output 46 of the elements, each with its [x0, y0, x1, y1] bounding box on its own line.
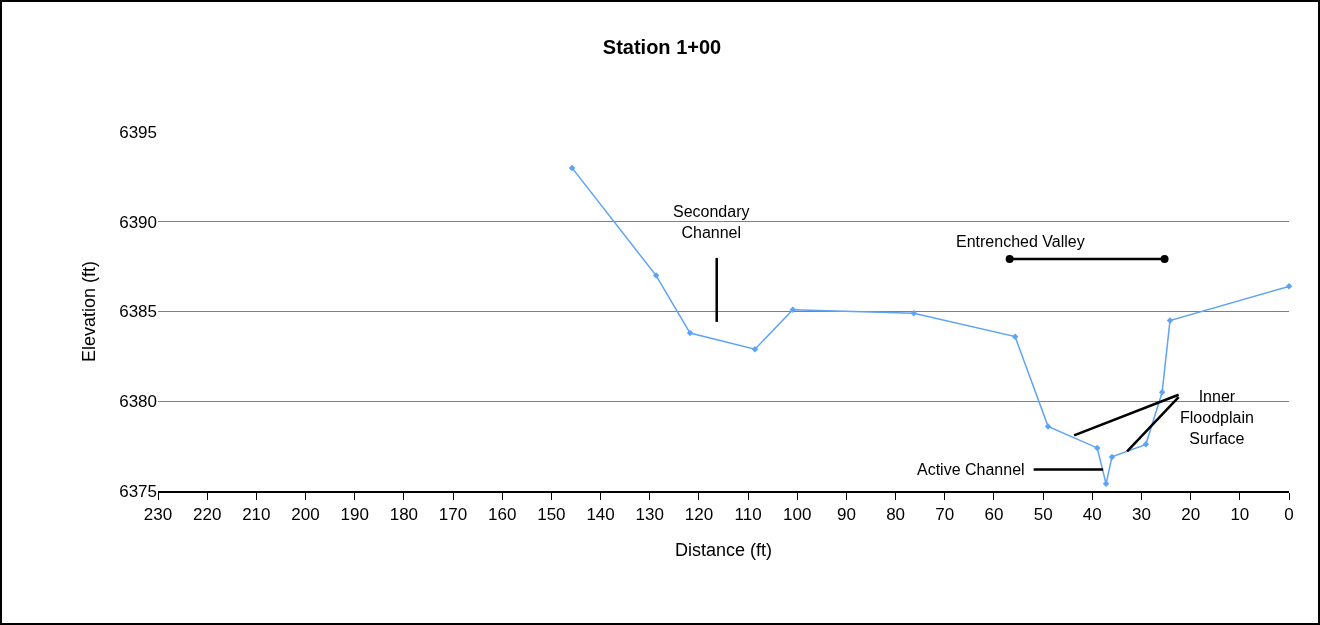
x-tick-label: 150 — [537, 504, 566, 524]
point — [1158, 389, 1166, 396]
point — [910, 310, 918, 317]
x-tick-label: 60 — [984, 504, 1004, 524]
annotation: Active Channel — [917, 461, 1025, 478]
point — [789, 306, 797, 313]
point — [1093, 444, 1101, 452]
x-tick-label: 120 — [684, 504, 714, 524]
y-tick-label: 6380 — [119, 392, 157, 412]
annotation: Entrenched Valley — [956, 233, 1085, 250]
point — [1142, 441, 1150, 448]
y-tick-label: 6390 — [119, 212, 157, 232]
annotation: Inner Floodplain Surface — [1180, 388, 1254, 447]
x-tick-label: 190 — [340, 504, 369, 524]
x-tick-label: 70 — [935, 504, 955, 524]
x-tick-label: 80 — [886, 504, 906, 524]
x-tick-label: 230 — [143, 504, 173, 524]
x-tick-label: 200 — [291, 504, 320, 524]
y-tick-label: 6385 — [119, 302, 157, 322]
chart-title: Station 1+00 — [602, 35, 722, 58]
x-tick-label: 130 — [635, 504, 664, 524]
x-tick-label: 50 — [1033, 504, 1053, 524]
x-tick-label: 180 — [389, 504, 419, 524]
x-tick-label: 100 — [783, 504, 812, 524]
x-tick-label: 110 — [734, 504, 762, 524]
x-tick-label: 220 — [192, 504, 222, 524]
y-tick-label: 6395 — [119, 122, 157, 142]
x-tick-label: 0 — [1284, 504, 1294, 524]
point — [751, 345, 759, 353]
x-tick-label: 170 — [438, 504, 468, 524]
x-tick-label: 10 — [1230, 504, 1250, 524]
x-tick-label: 160 — [488, 504, 517, 524]
y-tick-label: 6375 — [119, 481, 157, 501]
x-tick-label: 140 — [586, 504, 615, 524]
point — [686, 329, 694, 337]
x-tick-label: 30 — [1132, 504, 1151, 524]
y-axis-title: Elevation (ft) — [79, 260, 100, 363]
point — [568, 164, 576, 172]
annotation: Secondary Channel — [673, 203, 750, 241]
x-tick-label: 90 — [836, 504, 856, 524]
point — [1108, 453, 1116, 461]
point — [1102, 480, 1110, 488]
x-tick-label: 210 — [242, 504, 271, 524]
x-tick-label: 20 — [1181, 504, 1201, 524]
x-axis-title: Distance (ft) — [674, 539, 773, 560]
x-tick-label: 40 — [1082, 504, 1102, 524]
